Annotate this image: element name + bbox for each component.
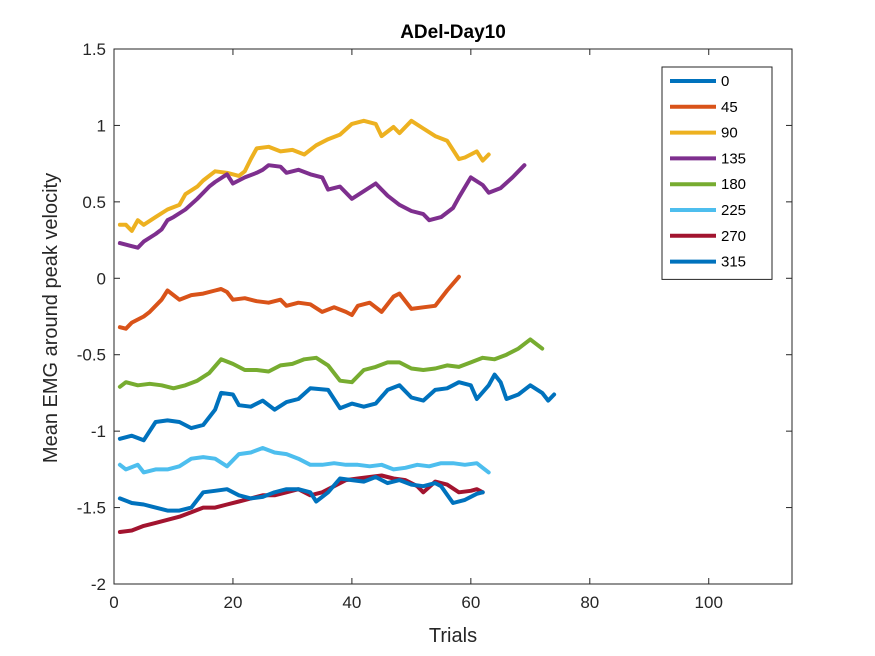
x-tick-label: 40 bbox=[342, 593, 361, 612]
legend: 0 45 90 135 180 225 270 315 bbox=[661, 66, 773, 280]
legend-label-135: 135 bbox=[721, 150, 746, 167]
x-tick-label: 0 bbox=[109, 593, 118, 612]
legend-label-180: 180 bbox=[721, 176, 746, 193]
y-tick-label: 0 bbox=[97, 269, 106, 288]
legend-label-225: 225 bbox=[721, 202, 746, 219]
legend-label-315: 315 bbox=[721, 254, 746, 271]
axes-box bbox=[113, 48, 793, 585]
x-axis-ticks: 0 20 40 60 80 100 bbox=[109, 49, 723, 612]
x-axis-label: Trials bbox=[429, 625, 477, 647]
y-tick-label: -0.5 bbox=[77, 346, 106, 365]
series-group bbox=[117, 118, 557, 534]
legend-label-45: 45 bbox=[721, 99, 738, 116]
series-line-0 bbox=[117, 372, 557, 443]
y-tick-label: -2 bbox=[91, 575, 106, 594]
chart-title: ADel-Day10 bbox=[400, 22, 506, 43]
y-tick-label: -1 bbox=[91, 422, 106, 441]
y-tick-label: -1.5 bbox=[77, 499, 106, 518]
series-line-225 bbox=[117, 446, 491, 475]
y-axis-ticks: -2 -1.5 -1 -0.5 0 0.5 1 1.5 bbox=[77, 40, 792, 594]
y-axis-label: Mean EMG around peak velocity bbox=[40, 173, 62, 463]
y-tick-label: 1.5 bbox=[82, 40, 106, 59]
x-tick-label: 20 bbox=[223, 593, 242, 612]
series-line-90 bbox=[117, 118, 491, 233]
plot-area: 0 20 40 60 80 100 -2 -1.5 -1 -0.5 0 0.5 1 1.5 bbox=[77, 40, 793, 612]
legend-label-0: 0 bbox=[721, 73, 729, 90]
series-line-135 bbox=[117, 163, 527, 250]
series-line-180 bbox=[117, 337, 545, 391]
series-line-45 bbox=[117, 274, 461, 331]
y-tick-label: 0.5 bbox=[82, 193, 106, 212]
x-tick-label: 80 bbox=[580, 593, 599, 612]
x-tick-label: 60 bbox=[461, 593, 480, 612]
legend-label-270: 270 bbox=[721, 228, 746, 245]
legend-box bbox=[661, 66, 773, 280]
y-tick-label: 1 bbox=[97, 116, 106, 135]
series-line-315 bbox=[117, 475, 485, 513]
legend-label-90: 90 bbox=[721, 125, 738, 142]
x-tick-label: 100 bbox=[695, 593, 723, 612]
